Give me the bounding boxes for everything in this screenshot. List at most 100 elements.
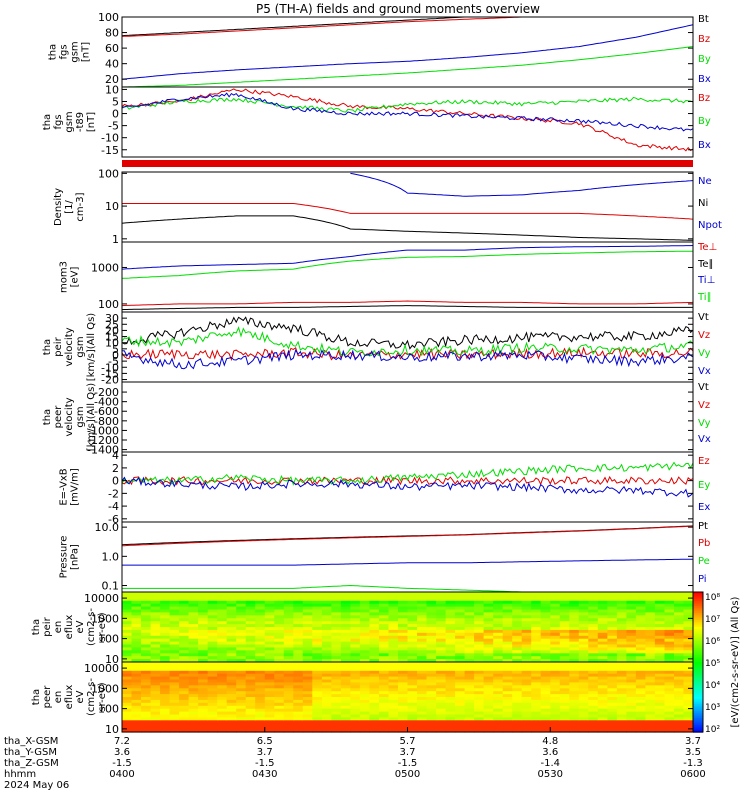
heatmap-cell: [131, 653, 142, 657]
heatmap-cell: [607, 699, 618, 704]
heatmap-cell: [559, 667, 570, 672]
heatmap-cell: [398, 659, 409, 663]
heatmap-cell: [198, 676, 209, 681]
heatmap-cell: [312, 688, 323, 692]
y-tick-label: -1000: [87, 424, 119, 437]
heatmap-cell: [588, 629, 599, 634]
heatmap-cell: [359, 711, 370, 716]
heatmap-cell: [359, 615, 370, 619]
y-axis-label: Density: [53, 188, 64, 226]
heatmap-cell: [388, 641, 399, 646]
heatmap-cell: [340, 624, 351, 628]
heatmap-cell: [483, 618, 494, 622]
heatmap-cell: [207, 641, 218, 646]
heatmap-cell: [550, 708, 561, 713]
heatmap-cell: [597, 679, 608, 683]
heatmap-cell: [226, 729, 237, 733]
heatmap-cell: [331, 629, 342, 634]
heatmap-cell: [350, 699, 361, 704]
heatmap-cell: [255, 603, 266, 608]
heatmap-cell: [302, 699, 313, 704]
heatmap-cell: [141, 667, 152, 672]
y-axis-label: en: [53, 621, 64, 634]
heatmap-cell: [217, 691, 228, 695]
heatmap-cell: [226, 659, 237, 663]
heatmap-cell: [588, 685, 599, 689]
heatmap-cell: [493, 664, 504, 669]
heatmap-cell: [331, 673, 342, 678]
heatmap-cell: [160, 647, 171, 651]
heatmap-cell: [198, 612, 209, 616]
heatmap-cell: [388, 650, 399, 654]
heatmap-cell: [626, 729, 637, 733]
heatmap-cell: [398, 664, 409, 669]
heatmap-cell: [645, 726, 656, 730]
heatmap-cell: [531, 653, 542, 657]
heatmap-cell: [550, 600, 561, 605]
heatmap-cell: [150, 656, 161, 660]
heatmap-cell: [540, 653, 551, 657]
heatmap-cell: [531, 597, 542, 602]
heatmap-cell: [540, 641, 551, 646]
heatmap-cell: [616, 705, 627, 710]
heatmap-cell: [654, 629, 665, 634]
heatmap-cell: [417, 729, 428, 733]
heatmap-cell: [588, 615, 599, 619]
y-axis-label: gsm: [70, 41, 81, 62]
heatmap-cell: [131, 714, 142, 718]
heatmap-cell: [607, 662, 618, 666]
heatmap-cell: [160, 726, 171, 730]
heatmap-cell: [540, 650, 551, 654]
y-axis-label: mom3: [59, 261, 70, 293]
heatmap-cell: [207, 600, 218, 605]
heatmap-cell: [274, 702, 285, 707]
heatmap-cell: [379, 644, 390, 648]
heatmap-cell: [616, 594, 627, 599]
heatmap-cell: [635, 612, 646, 616]
heatmap-cell: [226, 711, 237, 716]
heatmap-cell: [493, 641, 504, 646]
heatmap-cell: [283, 627, 294, 631]
heatmap-cell: [635, 662, 646, 666]
heatmap-cell: [464, 629, 475, 634]
heatmap-cell: [578, 632, 589, 637]
colorbar-tick-label: 10⁴: [705, 681, 720, 691]
heatmap-cell: [293, 720, 304, 724]
heatmap-cell: [588, 714, 599, 718]
heatmap-cell: [445, 656, 456, 660]
heatmap-cell: [388, 609, 399, 613]
heatmap-cell: [436, 600, 447, 605]
heatmap-cell: [340, 664, 351, 669]
heatmap-cell: [588, 624, 599, 628]
y-tick-label: -5: [108, 355, 119, 368]
heatmap-cell: [417, 726, 428, 730]
heatmap-cell: [569, 624, 580, 628]
heatmap-cell: [502, 729, 513, 733]
heatmap-cell: [607, 644, 618, 648]
heatmap-cell: [302, 632, 313, 637]
heatmap-cell: [436, 720, 447, 724]
heatmap-cell: [350, 679, 361, 683]
heatmap-cell: [674, 726, 685, 730]
heatmap-cell: [683, 702, 694, 707]
heatmap-cell: [616, 656, 627, 660]
legend-Pe: Pe: [698, 556, 710, 567]
heatmap-cell: [483, 664, 494, 669]
heatmap-cell: [245, 624, 256, 628]
heatmap-cell: [198, 662, 209, 666]
heatmap-cell: [331, 664, 342, 669]
heatmap-cell: [436, 621, 447, 625]
colorbar-cell: [693, 607, 703, 611]
heatmap-cell: [588, 612, 599, 616]
heatmap-cell: [674, 656, 685, 660]
heatmap-cell: [521, 679, 532, 683]
heatmap-cell: [340, 702, 351, 707]
heatmap-cell: [169, 676, 180, 681]
heatmap-cell: [588, 653, 599, 657]
heatmap-cell: [321, 676, 332, 681]
heatmap-cell: [445, 729, 456, 733]
heatmap-cell: [502, 594, 513, 599]
heatmap-cell: [198, 644, 209, 648]
heatmap-cell: [340, 592, 351, 596]
y-axis-label: velocity: [64, 327, 75, 366]
